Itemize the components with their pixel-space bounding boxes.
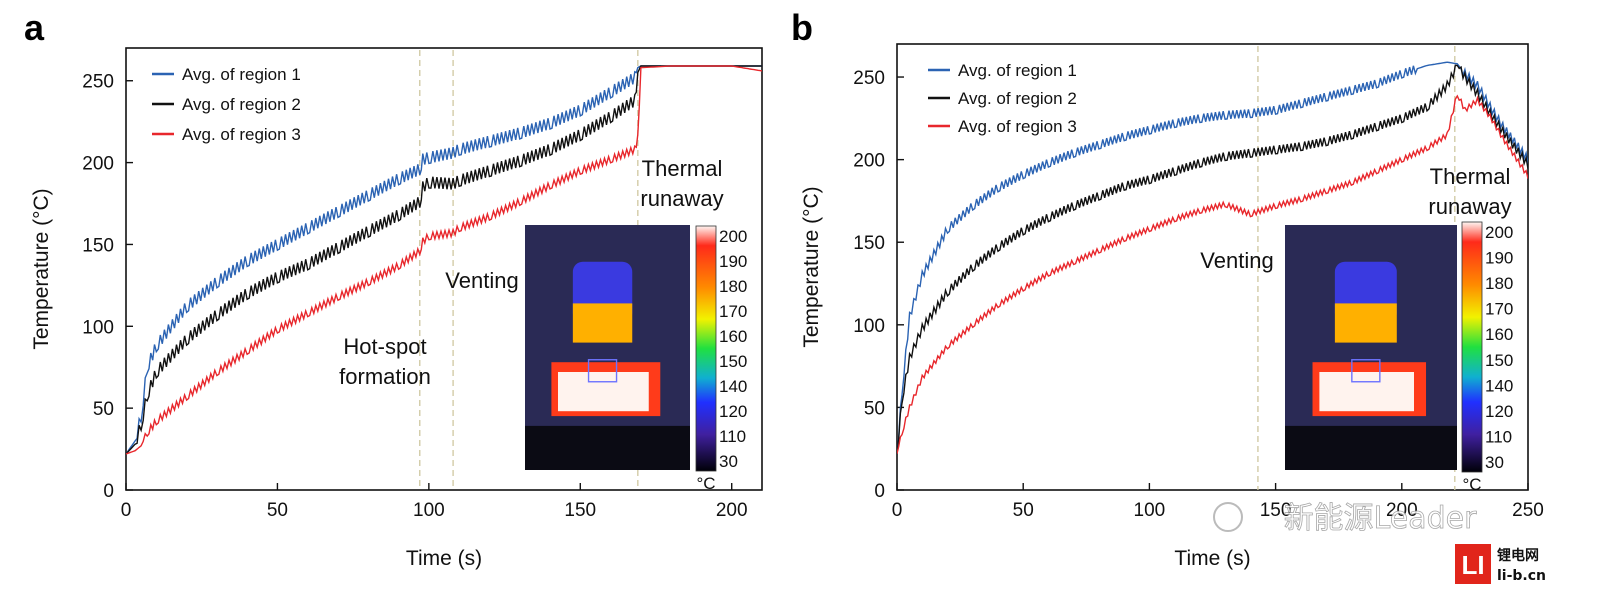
x-tick-label: 200	[716, 500, 748, 521]
colorbar-tick-label: 170	[719, 302, 747, 321]
logo-line2: li-b.cn	[1497, 568, 1546, 584]
panel-b: b 0 50 100 150 200 250 0 50 100 150 200 250 Time (s) T…	[791, 7, 1544, 570]
colorbar-tick-label: 150	[1485, 351, 1513, 370]
y-tick-label: 250	[853, 68, 885, 89]
annotation-hotspot: Hot-spot	[343, 334, 426, 359]
legend-label: Avg. of region 3	[958, 117, 1077, 136]
x-tick-label: 200	[1386, 500, 1418, 521]
series-line-region-1	[897, 61, 1528, 454]
colorbar-tick-label: 190	[719, 252, 747, 271]
annotation-venting: Venting	[445, 268, 518, 293]
y-tick-label: 250	[82, 72, 114, 93]
y-tick-label: 200	[82, 154, 114, 175]
annotation-runaway: runaway	[1428, 194, 1511, 219]
y-tick-label: 50	[864, 398, 885, 419]
x-tick-label: 50	[1013, 500, 1034, 521]
x-tick-label: 150	[1260, 500, 1292, 521]
colorbar-tick-label: 200	[1485, 223, 1513, 242]
x-tick-label: 0	[121, 500, 132, 521]
legend-label: Avg. of region 2	[182, 95, 301, 114]
legend-label: Avg. of region 1	[182, 65, 301, 84]
annotation-runaway: Thermal	[1430, 164, 1511, 189]
y-tick-label: 0	[103, 481, 114, 502]
colorbar	[1461, 221, 1483, 473]
colorbar-tick-label: 150	[719, 352, 747, 371]
series-line-region-3	[897, 94, 1528, 454]
y-tick-label: 200	[853, 151, 885, 172]
site-logo: LI 锂电网 li-b.cn	[1455, 544, 1546, 584]
x-tick-label: 150	[564, 500, 596, 521]
y-axis-label: Temperature (°C)	[800, 186, 823, 347]
colorbar-unit: °C	[1462, 475, 1481, 494]
series-line-region-2	[897, 64, 1528, 454]
inset-floor	[1285, 425, 1457, 470]
watermark-text: 新能源Leader	[1284, 501, 1478, 536]
inset-hotspot	[558, 372, 649, 412]
x-axis-label: Time (s)	[406, 547, 482, 570]
colorbar-tick-label: 180	[1485, 274, 1513, 293]
legend-label: Avg. of region 1	[958, 61, 1077, 80]
colorbar-tick-label: 140	[1485, 376, 1513, 395]
series-line-region-3	[126, 65, 762, 455]
thermal-image-inset	[1285, 225, 1457, 470]
inset-region-box	[587, 359, 618, 383]
colorbar-tick-label: 160	[1485, 325, 1513, 344]
y-tick-label: 100	[853, 316, 885, 337]
axes-frame	[125, 47, 763, 491]
wechat-icon	[1213, 502, 1243, 532]
x-tick-label: 100	[1134, 500, 1166, 521]
series-line-region-2	[126, 65, 762, 455]
x-tick-label: 0	[892, 500, 903, 521]
inset-cell-mid	[1334, 303, 1397, 343]
colorbar-unit: °C	[696, 474, 715, 493]
inset-cell-mid	[572, 303, 633, 343]
colorbar-tick-label: 110	[719, 427, 746, 446]
x-tick-label: 50	[267, 500, 288, 521]
x-tick-label: 100	[413, 500, 445, 521]
colorbar-tick-label: 180	[719, 277, 747, 296]
colorbar-tick-label: 30	[719, 452, 738, 471]
thermal-image-inset	[525, 225, 690, 470]
colorbar-tick-label: 120	[1485, 402, 1513, 421]
inset-region-box	[1351, 359, 1381, 383]
watermark: 新能源Leader	[1213, 501, 1478, 536]
annotation-runaway: runaway	[640, 186, 723, 211]
y-axis-label: Temperature (°C)	[30, 188, 53, 349]
axes-frame	[896, 43, 1529, 491]
colorbar-tick-label: 140	[719, 377, 747, 396]
colorbar-tick-label: 200	[719, 227, 747, 246]
colorbar-tick-label: 110	[1485, 427, 1512, 446]
legend-label: Avg. of region 3	[182, 125, 301, 144]
colorbar	[695, 225, 717, 472]
logo-mark: LI	[1461, 550, 1484, 580]
panel-a: a 0 50 100 150 200 0 50 100 150 200 250 Time (s) Temp…	[24, 7, 763, 570]
inset-floor	[525, 425, 690, 470]
panel-label: b	[791, 7, 813, 48]
inset-hotspot	[1319, 372, 1414, 412]
y-tick-label: 0	[874, 481, 885, 502]
logo-line1: 锂电网	[1497, 547, 1539, 564]
colorbar-tick-label: 190	[1485, 249, 1513, 268]
colorbar-tick-label: 120	[719, 402, 747, 421]
annotation-hotspot: formation	[339, 364, 431, 389]
logo-mark-bg	[1455, 544, 1491, 584]
annotation-runaway: Thermal	[642, 156, 723, 181]
colorbar-tick-label: 170	[1485, 300, 1513, 319]
y-tick-label: 50	[93, 399, 114, 420]
y-tick-label: 100	[82, 317, 114, 338]
y-tick-label: 150	[82, 235, 114, 256]
x-axis-label: Time (s)	[1174, 547, 1250, 570]
colorbar-tick-label: 160	[719, 327, 747, 346]
y-tick-label: 150	[853, 233, 885, 254]
legend-label: Avg. of region 2	[958, 89, 1077, 108]
panel-label: a	[24, 7, 45, 48]
x-tick-label: 250	[1512, 500, 1544, 521]
annotation-venting: Venting	[1200, 248, 1273, 273]
colorbar-tick-label: 30	[1485, 453, 1504, 472]
